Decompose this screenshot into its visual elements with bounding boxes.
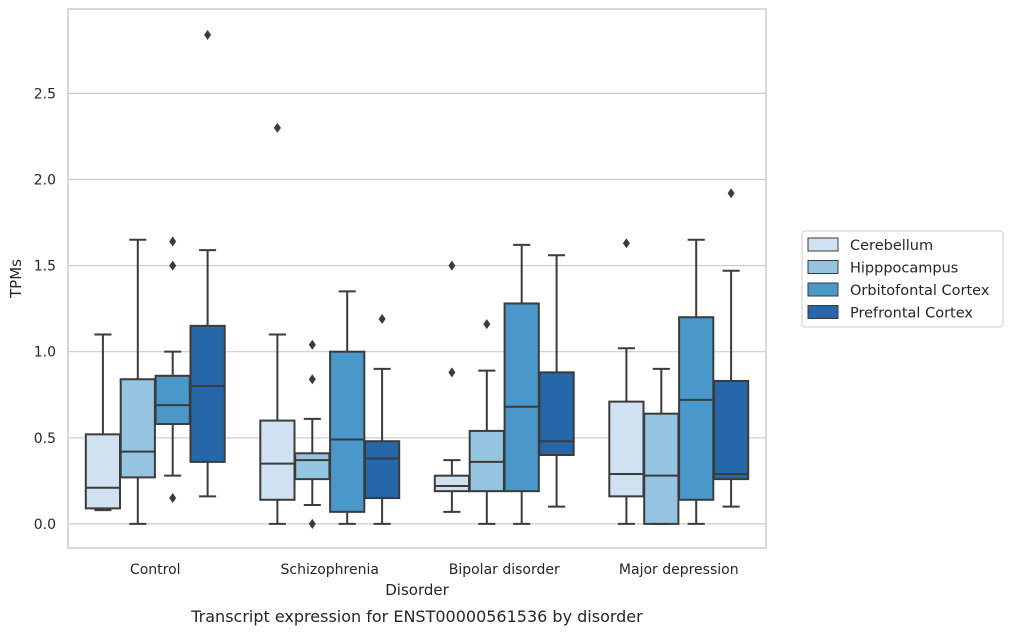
box [119, 378, 156, 479]
box-group [608, 238, 645, 525]
legend-label: Hipppocampus [850, 261, 958, 277]
legend-frame [801, 230, 1004, 328]
box-group [119, 238, 156, 525]
outlier-point [448, 367, 456, 378]
x-tick-label: Bipolar disorder [449, 562, 560, 578]
box [259, 419, 296, 501]
box-group [712, 188, 750, 508]
y-axis-ticks: 0.0 0.5 1.0 1.5 2.0 2.5 [34, 86, 56, 533]
outlier-point [204, 29, 212, 40]
box [294, 452, 331, 481]
box-group [154, 236, 191, 504]
box [329, 350, 366, 513]
box-group [468, 319, 505, 525]
y-tick-label: 2.0 [34, 172, 56, 188]
box [433, 474, 471, 493]
outlier-point [448, 260, 456, 271]
legend-label: Orbitofontal Cortex [850, 283, 990, 299]
box-group [84, 333, 122, 512]
outlier-point [169, 260, 177, 271]
y-tick-label: 1.0 [34, 345, 56, 361]
box-group [363, 313, 401, 525]
figure-caption: Transcript expression for ENST0000056153… [190, 607, 643, 626]
x-axis-title: Disorder [385, 581, 449, 599]
legend-item: Orbitofontal Cortex [807, 282, 990, 299]
outlier-point [308, 518, 316, 529]
legend-item: Cerebellum [807, 237, 933, 254]
outlier-point [378, 313, 386, 324]
box [363, 440, 401, 500]
box-plot-series [84, 29, 750, 529]
box [84, 433, 122, 510]
legend-swatch [807, 282, 839, 297]
box-group [329, 290, 366, 525]
legend-swatch [807, 305, 839, 319]
box-group [503, 243, 540, 525]
outlier-point [308, 374, 316, 385]
legend-label: Cerebellum [850, 238, 933, 254]
box-group [259, 122, 296, 525]
legend-item: Hipppocampus [807, 260, 958, 277]
box [712, 379, 750, 481]
legend-label: Prefrontal Cortex [850, 306, 973, 322]
x-axis-ticks: Control Schizophrenia Bipolar disorder Majo… [130, 562, 739, 578]
plot-frame [67, 8, 767, 549]
box [678, 316, 715, 501]
legend: Cerebellum Hipppocampus Orbitofontal Corte… [801, 230, 1004, 328]
box [643, 412, 680, 525]
box-group [294, 339, 331, 529]
box-group [538, 254, 575, 508]
box [503, 302, 540, 493]
y-tick-label: 1.5 [34, 259, 56, 275]
outlier-point [308, 339, 316, 350]
box [189, 324, 226, 463]
x-tick-label: Control [130, 562, 181, 578]
x-tick-label: Major depression [619, 562, 739, 578]
outlier-point [483, 319, 491, 330]
legend-swatch [807, 260, 839, 274]
outlier-point [169, 493, 177, 504]
y-axis-title: TPMs [7, 259, 25, 299]
box [608, 400, 645, 498]
y-tick-label: 0.5 [34, 431, 56, 447]
y-tick-label: 2.5 [34, 86, 56, 102]
outlier-point [273, 122, 281, 133]
outlier-point [169, 236, 177, 247]
box-group [678, 238, 715, 525]
box [154, 374, 191, 426]
box-group [189, 29, 226, 498]
legend-swatch [807, 237, 839, 252]
y-tick-label: 0.0 [34, 517, 56, 533]
outlier-point [622, 238, 630, 249]
legend-item: Prefrontal Cortex [807, 305, 973, 322]
outlier-point [727, 188, 735, 199]
box-group [433, 260, 471, 513]
box-group [643, 367, 680, 525]
x-tick-label: Schizophrenia [281, 562, 379, 578]
box [538, 371, 575, 457]
